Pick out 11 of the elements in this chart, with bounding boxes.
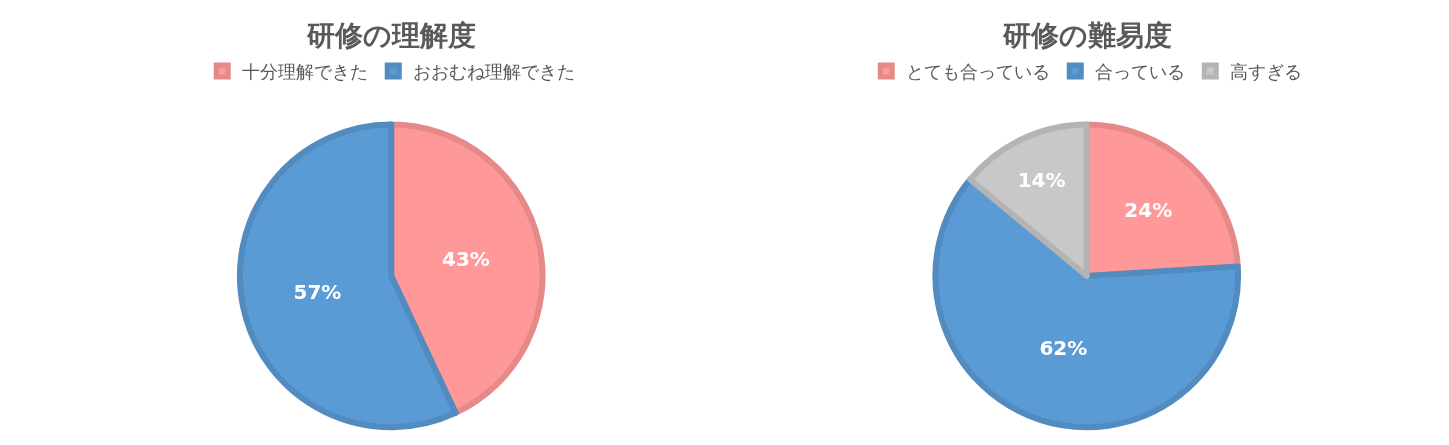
- data-label: 43%: [442, 247, 490, 272]
- data-label: 57%: [293, 280, 342, 305]
- chart-title: 研修の理解度: [306, 19, 476, 52]
- legend-label: とても合っている: [906, 60, 1051, 82]
- data-label: 24%: [1124, 198, 1173, 223]
- legend-label: 合っている: [1095, 60, 1186, 82]
- legend-label: 十分理解できた: [242, 60, 369, 82]
- legend-label: 高すぎる: [1230, 60, 1303, 82]
- data-label: 62%: [1039, 335, 1088, 360]
- chart-title: 研修の難易度: [1002, 19, 1172, 52]
- legend-label: おおむね理解できた: [413, 60, 576, 82]
